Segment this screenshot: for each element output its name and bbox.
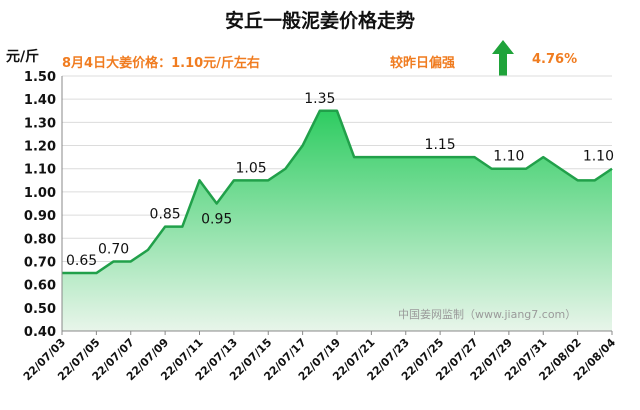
y-tick-label: 0.80	[24, 232, 56, 247]
data-label: 0.85	[150, 207, 181, 223]
data-label: 0.65	[66, 253, 97, 269]
y-tick-label: 0.40	[24, 325, 56, 340]
data-label: 1.10	[583, 149, 614, 165]
data-label: 0.95	[201, 212, 232, 228]
y-tick-label: 1.30	[24, 116, 56, 131]
y-tick-label: 1.40	[24, 93, 56, 108]
data-label: 0.70	[98, 241, 129, 257]
data-labels: 0.650.70 0.85 0.95 1.05 1.35 1.15 1.10 1.10	[66, 91, 614, 269]
y-tick-label: 0.70	[24, 255, 56, 270]
compare-label: 较昨日偏强	[390, 56, 456, 71]
y-tick-label: 1.50	[24, 70, 56, 85]
up-arrow-icon	[492, 40, 514, 76]
watermark: 中国姜网监制（www.jiang7.com）	[398, 307, 576, 321]
y-tick-label: 1.00	[24, 186, 56, 201]
y-tick-label: 1.10	[24, 163, 56, 178]
y-tick-label: 0.90	[24, 209, 56, 224]
change-percent: 4.76%	[532, 52, 578, 67]
area-fill	[62, 109, 613, 331]
data-label: 1.05	[235, 160, 266, 176]
data-label: 1.10	[493, 149, 524, 165]
y-tick-label: 0.50	[24, 302, 56, 317]
chart-title: 安丘一般泥姜价格走势	[224, 10, 415, 32]
data-label: 1.15	[425, 137, 456, 153]
y-tick-label: 0.60	[24, 279, 56, 294]
price-info: 8月4日大姜价格：1.10元/斤左右	[62, 56, 260, 71]
y-tick-label: 1.20	[24, 140, 56, 155]
series-line	[62, 109, 613, 275]
data-label: 1.35	[304, 91, 335, 107]
area-fill-path	[62, 110, 612, 331]
y-axis-unit: 元/斤	[6, 49, 40, 65]
